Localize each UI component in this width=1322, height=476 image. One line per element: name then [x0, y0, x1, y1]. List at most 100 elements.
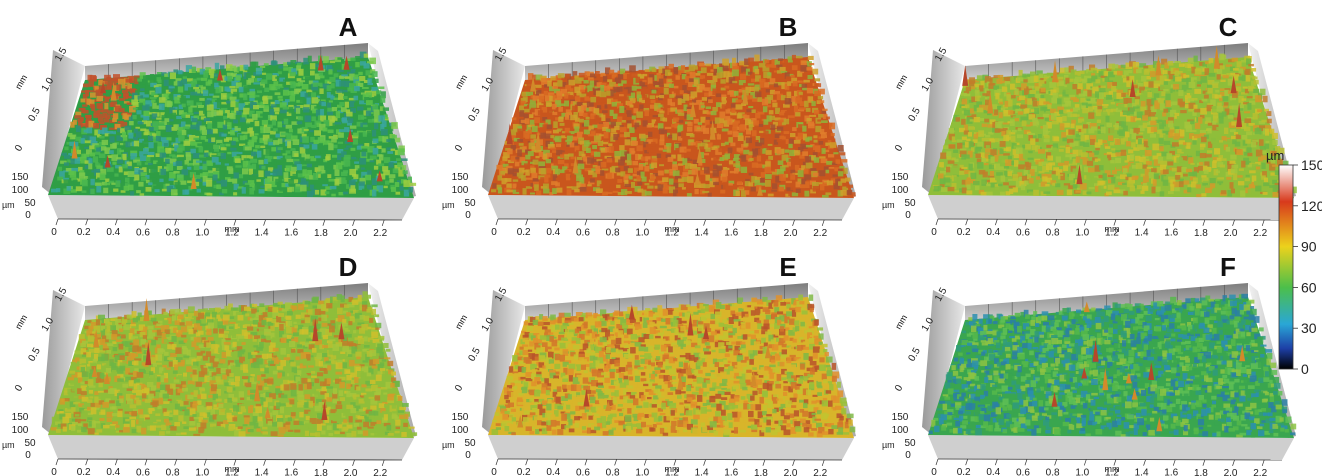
surface-cell — [269, 109, 275, 116]
x-tick-mark — [203, 219, 207, 226]
surface-cell — [216, 180, 222, 184]
surface-cell — [738, 186, 744, 190]
surface-cell — [267, 156, 273, 162]
surface-cell — [1204, 68, 1210, 76]
surface-cell — [186, 78, 194, 82]
surface-cell — [279, 188, 286, 192]
surface-cell — [1033, 189, 1039, 196]
surface-cell — [383, 170, 390, 176]
surface-cell — [315, 155, 322, 159]
surface-cell — [230, 120, 234, 125]
surface-cell — [1220, 88, 1225, 92]
surface-cell — [1153, 173, 1159, 180]
surface-cell — [173, 192, 178, 195]
surface-cell — [1261, 119, 1268, 123]
surface-cell — [178, 144, 185, 151]
surface-cell — [160, 168, 167, 176]
surface-cell — [333, 73, 339, 78]
surface-cell — [552, 86, 558, 90]
surface-cell — [1081, 128, 1087, 134]
surface-cell — [286, 133, 293, 140]
surface-cell — [318, 72, 323, 76]
panels-layer: 0 0.2 0.4 0.6 0.8 1.0 1.2 1.4 1.6 1.8 2.0 2.2mm00.5… — [2, 12, 1297, 476]
surface-cell — [145, 82, 152, 87]
surface-cell — [788, 138, 794, 145]
surface-cell — [162, 89, 168, 93]
surface-cell — [587, 157, 594, 164]
surface-cell — [291, 90, 296, 96]
surface-cell — [555, 168, 560, 175]
surface-cell — [1217, 177, 1224, 180]
surface-cell — [1113, 189, 1121, 194]
surface-texture — [488, 54, 856, 198]
surface-peak — [343, 55, 350, 70]
surface-cell — [988, 164, 994, 169]
surface-cell — [211, 189, 218, 192]
surface-cell — [181, 121, 186, 128]
surface-cell — [946, 166, 951, 173]
surface-cell — [1234, 141, 1241, 147]
surface-cell — [64, 146, 69, 151]
surface-cell — [101, 146, 107, 151]
surface-cell — [1218, 144, 1224, 148]
surface-cell — [205, 99, 211, 106]
surface-cell — [206, 179, 213, 187]
surface-cell — [1247, 152, 1253, 157]
surface-cell — [161, 137, 167, 142]
surface-cell — [826, 160, 833, 165]
surface-cell — [343, 96, 348, 99]
surface-cell — [1043, 191, 1051, 194]
surface-cell — [241, 112, 247, 120]
surface-cell — [611, 102, 617, 107]
surface-cell — [1256, 169, 1261, 176]
surface-cell — [1086, 191, 1092, 195]
surface-cell — [286, 81, 292, 85]
surface-cell — [1246, 147, 1252, 153]
surface-cell — [754, 91, 762, 98]
surface-cell — [642, 79, 647, 83]
surface-cell — [178, 110, 184, 115]
surface-cell — [819, 100, 825, 104]
surface-cell — [345, 184, 351, 189]
surface-cell — [1163, 81, 1168, 85]
surface-cell — [734, 77, 741, 80]
surface-cell — [104, 96, 110, 103]
surface-cell — [70, 189, 77, 193]
surface-cell — [180, 95, 186, 102]
surface-cell — [140, 88, 145, 91]
surface-cell — [226, 72, 234, 79]
surface-cell — [1044, 117, 1050, 121]
surface-cell — [687, 126, 693, 132]
surface-cell — [125, 141, 131, 148]
surface-cell — [146, 120, 152, 127]
surface-cell — [287, 90, 294, 96]
surface-cell — [321, 101, 326, 107]
surface-cell — [818, 170, 826, 177]
surface-cell — [1194, 88, 1202, 94]
surface-cell — [1072, 184, 1078, 189]
surface-cell — [766, 105, 772, 108]
surface-cell — [133, 136, 138, 141]
surface-cell — [167, 118, 174, 122]
surface-cell — [560, 150, 565, 153]
surface-cell — [703, 127, 710, 134]
surface-cell — [497, 175, 503, 181]
surface-cell — [654, 129, 660, 137]
surface-cell — [349, 125, 357, 129]
z-tick-label: 50 — [24, 198, 36, 209]
surface-cell — [226, 166, 234, 171]
surface-cell — [1136, 111, 1143, 119]
surface-cell — [1000, 175, 1006, 182]
surface-cell — [164, 118, 170, 125]
surface-cell — [356, 121, 363, 127]
surface-cell — [158, 121, 166, 128]
surface-cell — [618, 159, 625, 166]
surface-cell — [1161, 120, 1166, 127]
x-tick-mark — [381, 219, 385, 227]
surface-cell — [111, 131, 116, 135]
surface-cell — [1139, 146, 1146, 150]
surface-cell — [84, 165, 91, 169]
surface-cell — [1222, 105, 1228, 108]
surface-cell — [183, 95, 190, 99]
surface-cell — [190, 148, 196, 154]
